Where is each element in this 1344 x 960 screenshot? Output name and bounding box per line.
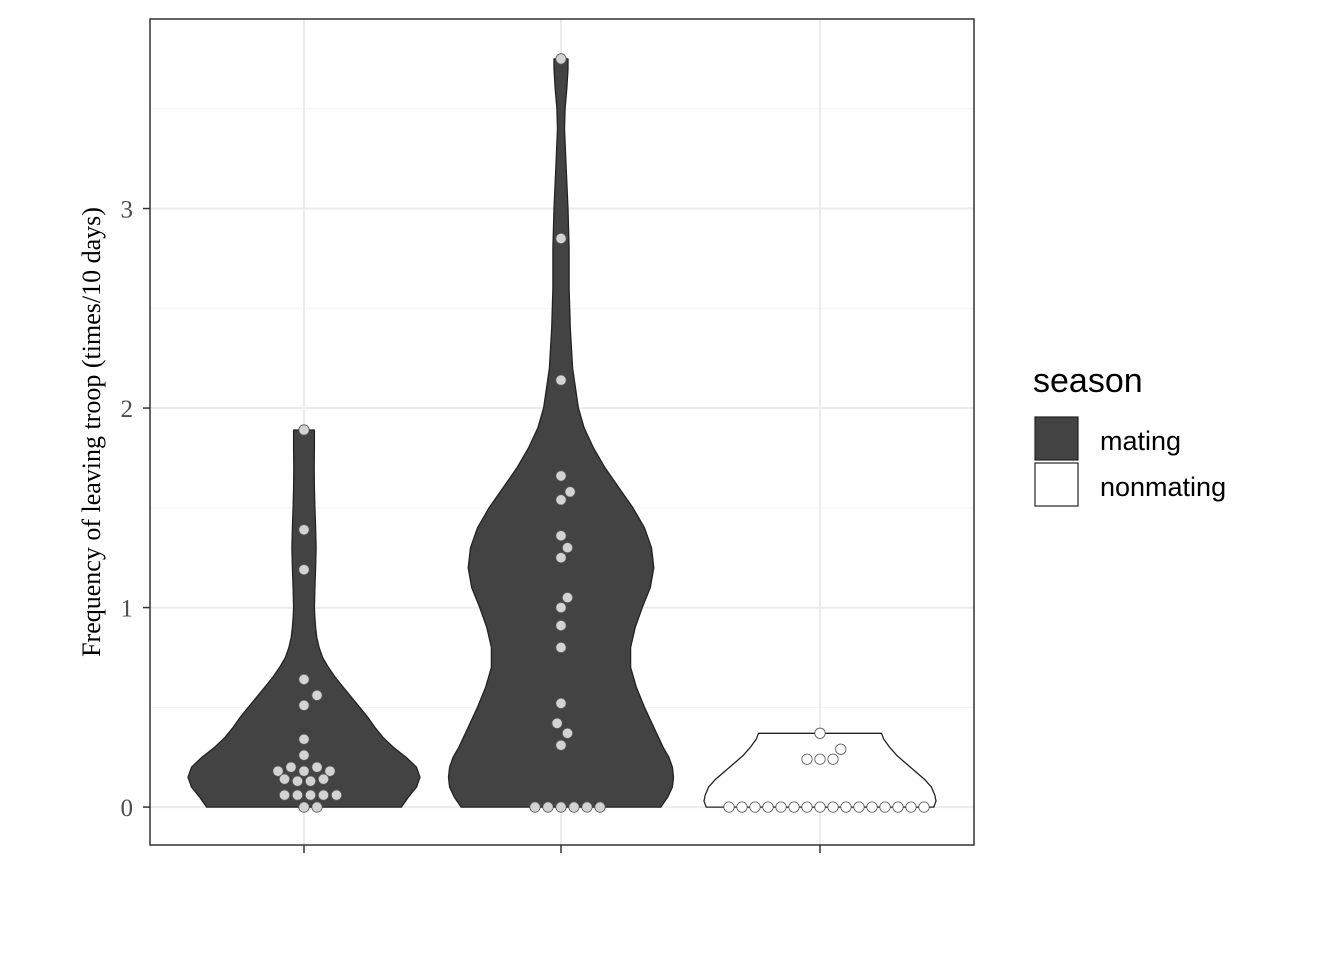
y-tick-label: 3 bbox=[121, 197, 134, 224]
plot-panel-border bbox=[149, 18, 975, 846]
data-point bbox=[736, 801, 748, 813]
y-axis-title: Frequency of leaving troop (times/10 day… bbox=[77, 207, 106, 657]
legend: season mating nonmating bbox=[1033, 362, 1226, 507]
data-point bbox=[529, 801, 541, 813]
data-point bbox=[775, 801, 787, 813]
data-point bbox=[879, 801, 891, 813]
data-point bbox=[298, 424, 310, 436]
data-point bbox=[555, 552, 567, 564]
violins bbox=[187, 58, 937, 808]
data-point bbox=[298, 749, 310, 761]
data-point bbox=[827, 801, 839, 813]
data-point bbox=[555, 739, 567, 751]
data-point bbox=[330, 789, 343, 801]
data-point bbox=[555, 601, 567, 614]
violin-mating-2 bbox=[447, 58, 675, 808]
data-point bbox=[555, 53, 567, 65]
data-point bbox=[892, 801, 904, 813]
data-point bbox=[317, 773, 330, 785]
data-point bbox=[561, 727, 574, 739]
data-point bbox=[814, 727, 826, 739]
data-point bbox=[291, 775, 304, 787]
data-point bbox=[278, 789, 291, 801]
axes: 0 1 2 3 bbox=[121, 197, 821, 853]
data-point bbox=[278, 773, 291, 785]
data-point bbox=[561, 542, 574, 554]
data-point bbox=[555, 470, 567, 482]
data-point bbox=[324, 765, 336, 777]
data-point bbox=[298, 733, 310, 745]
data-point bbox=[285, 761, 297, 773]
data-point bbox=[749, 801, 761, 813]
data-point bbox=[762, 801, 774, 813]
data-point bbox=[555, 619, 567, 632]
data-point bbox=[555, 641, 567, 654]
data-point bbox=[835, 743, 847, 755]
data-point bbox=[905, 801, 917, 813]
data-point bbox=[555, 494, 567, 506]
data-point bbox=[555, 232, 567, 245]
data-point bbox=[801, 753, 813, 765]
legend-title: season bbox=[1033, 362, 1143, 400]
data-points bbox=[272, 53, 930, 813]
violin-nonmating-3 bbox=[703, 732, 937, 808]
legend-key-mating bbox=[1034, 416, 1079, 461]
data-point bbox=[317, 789, 330, 801]
data-point bbox=[723, 801, 735, 813]
violin-mating-1 bbox=[187, 429, 421, 808]
data-point bbox=[555, 530, 567, 542]
data-point bbox=[814, 753, 826, 765]
data-point bbox=[298, 801, 310, 813]
data-point bbox=[298, 524, 310, 536]
data-point bbox=[814, 801, 826, 813]
legend-label-nonmating: nonmating bbox=[1100, 472, 1226, 502]
data-point bbox=[788, 801, 800, 813]
data-point bbox=[298, 765, 310, 777]
data-point bbox=[561, 591, 574, 604]
data-point bbox=[866, 801, 878, 813]
legend-key-nonmating bbox=[1034, 462, 1079, 507]
data-point bbox=[564, 486, 576, 498]
y-tick-label: 2 bbox=[121, 396, 134, 423]
data-point bbox=[555, 697, 567, 709]
data-point bbox=[581, 801, 593, 813]
data-point bbox=[272, 765, 284, 777]
data-point bbox=[840, 801, 852, 813]
data-point bbox=[298, 564, 310, 576]
legend-label-mating: mating bbox=[1100, 426, 1181, 456]
data-point bbox=[827, 753, 839, 765]
data-point bbox=[542, 801, 554, 813]
data-point bbox=[594, 801, 606, 813]
data-point bbox=[291, 789, 304, 801]
data-point bbox=[853, 801, 865, 813]
y-tick-label: 1 bbox=[121, 596, 134, 623]
y-tick-label: 0 bbox=[121, 795, 134, 822]
data-point bbox=[311, 761, 323, 773]
data-point bbox=[304, 775, 317, 787]
data-point bbox=[568, 801, 580, 813]
data-point bbox=[801, 801, 813, 813]
data-point bbox=[298, 699, 310, 711]
data-point bbox=[298, 673, 310, 686]
data-point bbox=[311, 801, 323, 813]
data-point bbox=[304, 789, 317, 801]
data-point bbox=[551, 717, 563, 729]
data-point bbox=[918, 801, 930, 813]
data-point bbox=[311, 689, 323, 701]
data-point bbox=[555, 374, 567, 386]
data-point bbox=[555, 801, 567, 813]
